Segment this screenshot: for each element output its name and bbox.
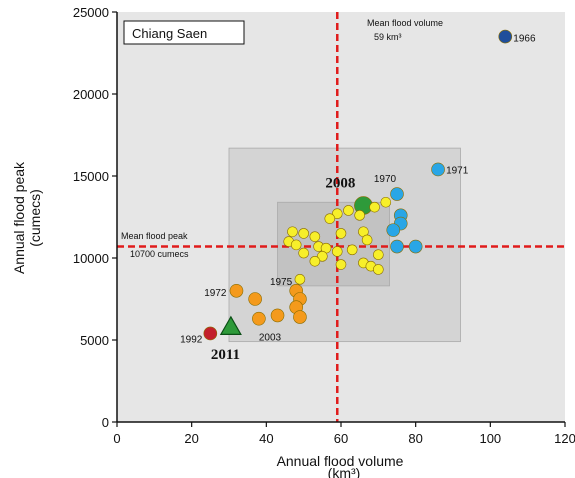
data-point — [369, 201, 380, 213]
data-point — [309, 231, 321, 242]
x-tick-label: 40 — [259, 431, 273, 446]
data-point — [390, 239, 404, 254]
data-point — [373, 249, 384, 261]
point-label: 2003 — [259, 333, 282, 344]
data-point — [390, 187, 404, 201]
data-point — [361, 234, 373, 246]
data-point — [298, 228, 309, 239]
data-point — [354, 210, 365, 221]
data-point — [331, 246, 343, 257]
data-point — [346, 244, 358, 256]
mean-peak-label-line2: 10700 cumecs — [130, 249, 189, 259]
data-point-triangle — [219, 315, 242, 335]
data-point — [270, 308, 285, 323]
data-point — [343, 205, 354, 216]
point-label: 1992 — [180, 334, 203, 345]
data-point — [203, 326, 218, 341]
y-tick-label: 0 — [102, 415, 109, 430]
point-labels: 1966 1971 1970 2008 1972 1975 2003 1992 2011 — [180, 34, 536, 363]
data-point — [386, 223, 401, 237]
x-tick-label: 80 — [408, 431, 422, 446]
point-label: 1970 — [374, 174, 397, 185]
data-point — [324, 213, 336, 224]
y-axis-unit: (cumecs) — [27, 189, 43, 247]
x-axis-unit: (km³) — [328, 465, 361, 478]
point-label: 1971 — [446, 165, 469, 176]
point-label: 2008 — [325, 176, 355, 192]
data-point — [373, 264, 384, 275]
y-tick-label: 10000 — [73, 251, 109, 266]
y-tick-label: 20000 — [73, 87, 109, 102]
point-label: 1966 — [513, 34, 536, 45]
y-tick-label: 15000 — [73, 169, 109, 184]
data-point — [380, 196, 392, 208]
station-label-box — [123, 20, 245, 45]
x-tick-label: 20 — [184, 431, 198, 446]
data-point — [294, 274, 306, 285]
data-point — [309, 255, 321, 267]
station-label: Chiang Saen — [132, 26, 207, 41]
data-point — [290, 239, 302, 251]
x-axis-title: Annual flood volume — [277, 453, 404, 469]
point-label: 2011 — [211, 347, 240, 363]
data-point — [248, 292, 262, 306]
axes: 0 20 40 60 80 100 120 0 5000 10000 15000 20000 25000 — [73, 5, 575, 446]
x-tick-label: 60 — [334, 431, 348, 446]
y-tick-label: 5000 — [80, 333, 109, 348]
data-point — [317, 251, 328, 262]
data-point — [408, 239, 423, 254]
data-point — [229, 283, 244, 298]
y-axis-title: Annual flood peak — [11, 161, 27, 274]
data-point — [335, 228, 347, 239]
x-tick-label: 120 — [554, 431, 575, 446]
mean-peak-label-line1: Mean flood peak — [121, 231, 188, 241]
x-tick-label: 0 — [113, 431, 120, 446]
data-point — [331, 208, 343, 220]
mean-volume-label-line2: 59 km³ — [374, 32, 402, 42]
data-point — [298, 247, 309, 259]
data-point — [287, 226, 298, 238]
point-label: 1975 — [270, 277, 293, 288]
y-tick-label: 25000 — [73, 5, 109, 20]
data-points — [203, 29, 513, 341]
mean-volume-label-line1: Mean flood volume — [367, 18, 443, 28]
x-tick-label: 100 — [479, 431, 501, 446]
point-label: 1972 — [204, 288, 227, 299]
data-point — [293, 310, 307, 324]
data-point — [252, 311, 266, 326]
data-point — [431, 162, 445, 177]
data-point — [498, 29, 513, 44]
data-point — [335, 259, 347, 270]
